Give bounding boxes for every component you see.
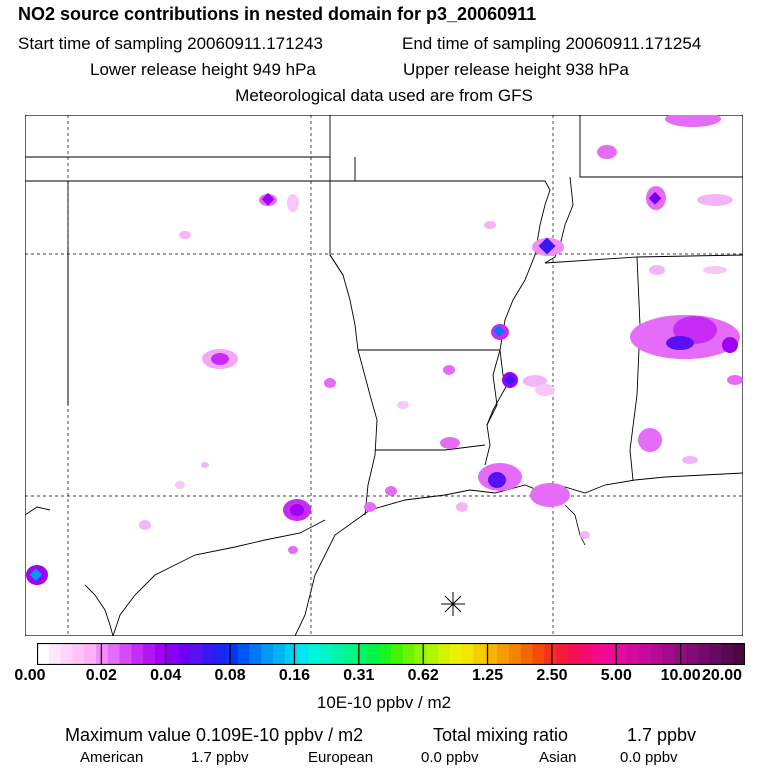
color-scale-tick-label: 0.02 bbox=[85, 667, 117, 684]
color-scale-swatch bbox=[414, 643, 427, 665]
color-scale-swatch bbox=[615, 643, 628, 665]
color-scale-swatch bbox=[556, 643, 569, 665]
color-scale-swatch bbox=[143, 643, 156, 665]
color-scale-units: 10E-10 ppbv / m2 bbox=[316, 693, 452, 712]
color-scale-swatch bbox=[461, 643, 474, 665]
color-scale-swatch bbox=[650, 643, 663, 665]
color-scale-swatch bbox=[60, 643, 73, 665]
color-scale-tick-label: 10.00 bbox=[660, 667, 701, 684]
color-scale-bar bbox=[37, 643, 745, 665]
color-scale-swatch bbox=[721, 643, 734, 665]
color-scale-frame bbox=[37, 643, 745, 665]
color-scale-tick-label: 0.04 bbox=[150, 667, 182, 684]
color-scale-swatch bbox=[214, 643, 227, 665]
european-label: European bbox=[308, 749, 374, 766]
color-scale-swatch bbox=[509, 643, 522, 665]
upper-release-label: Upper release height 938 hPa bbox=[403, 60, 629, 79]
color-scale-swatch bbox=[544, 643, 557, 665]
color-scale-swatch bbox=[237, 643, 250, 665]
color-scale-tick-label: 20.00 bbox=[701, 667, 743, 684]
color-scale-swatch bbox=[603, 643, 616, 665]
map-title: NO2 source contributions in nested domai… bbox=[18, 4, 537, 24]
american-label: American bbox=[80, 749, 144, 766]
color-scale-swatch bbox=[473, 643, 486, 665]
color-scale-swatch bbox=[638, 643, 651, 665]
color-scale-swatch bbox=[296, 643, 309, 665]
color-scale-swatch bbox=[591, 643, 604, 665]
color-scale-swatch bbox=[155, 643, 168, 665]
color-scale-swatch bbox=[355, 643, 368, 665]
color-scale-swatch bbox=[520, 643, 533, 665]
color-scale-swatch bbox=[96, 643, 109, 665]
color-scale-swatch bbox=[166, 643, 179, 665]
concentration-map bbox=[25, 115, 743, 636]
lower-release-label: Lower release height 949 hPa bbox=[90, 60, 316, 79]
color-scale-tick-label: 5.00 bbox=[600, 667, 632, 684]
color-scale-swatch bbox=[579, 643, 592, 665]
color-scale-swatch bbox=[284, 643, 297, 665]
color-scale-swatch bbox=[178, 643, 191, 665]
color-scale-swatch bbox=[273, 643, 286, 665]
color-scale-swatch bbox=[84, 643, 97, 665]
european-value: 0.0 ppbv bbox=[421, 749, 479, 766]
color-scale-swatch bbox=[308, 643, 321, 665]
met-data-label: Meteorological data used are from GFS bbox=[235, 86, 533, 105]
color-scale-tick-label: 1.25 bbox=[471, 667, 504, 684]
end-time-label: End time of sampling 20060911.171254 bbox=[402, 34, 702, 53]
color-scale-swatch bbox=[686, 643, 699, 665]
maximum-value-label: Maximum value 0.109E-10 ppbv / m2 bbox=[65, 725, 364, 745]
color-scale-swatch bbox=[391, 643, 404, 665]
color-scale-swatch bbox=[119, 643, 132, 665]
color-scale-swatch bbox=[379, 643, 392, 665]
color-scale-swatch bbox=[367, 643, 380, 665]
color-scale-swatch bbox=[697, 643, 710, 665]
color-scale-swatch bbox=[320, 643, 333, 665]
color-scale-swatch bbox=[426, 643, 439, 665]
color-scale-swatch bbox=[438, 643, 451, 665]
color-scale-swatch bbox=[131, 643, 144, 665]
american-value: 1.7 ppbv bbox=[191, 749, 249, 766]
color-scale-tick-label: 2.50 bbox=[536, 667, 568, 684]
color-scale-swatch bbox=[37, 643, 50, 665]
color-scale-swatch bbox=[343, 643, 356, 665]
color-scale-swatch bbox=[261, 643, 274, 665]
color-scale-swatch bbox=[48, 643, 61, 665]
color-scale-swatch bbox=[225, 643, 238, 665]
color-scale-swatch bbox=[662, 643, 675, 665]
color-scale-swatch bbox=[497, 643, 510, 665]
total-mixing-ratio-value: 1.7 ppbv bbox=[627, 725, 697, 745]
concentration-spots bbox=[26, 115, 743, 585]
color-scale-swatch bbox=[733, 643, 745, 665]
coastline bbox=[25, 472, 743, 636]
color-scale-swatch bbox=[249, 643, 262, 665]
asian-value: 0.0 ppbv bbox=[620, 749, 678, 766]
total-mixing-ratio-label: Total mixing ratio bbox=[433, 725, 569, 745]
color-scale-tick-label: 0.16 bbox=[278, 667, 311, 684]
map-frame bbox=[25, 115, 743, 636]
color-scale-swatch bbox=[709, 643, 722, 665]
state-borders bbox=[25, 115, 743, 516]
color-scale-swatch bbox=[332, 643, 345, 665]
color-scale-swatch bbox=[627, 643, 640, 665]
color-scale-swatch bbox=[532, 643, 545, 665]
color-scale-tick-label: 0.08 bbox=[214, 667, 246, 684]
color-scale-swatch bbox=[72, 643, 85, 665]
color-scale-swatch bbox=[485, 643, 498, 665]
color-scale-swatch bbox=[190, 643, 203, 665]
color-scale-swatch bbox=[202, 643, 215, 665]
color-scale-swatch bbox=[107, 643, 120, 665]
source-location-marker bbox=[441, 592, 465, 616]
asian-label: Asian bbox=[539, 749, 577, 766]
color-scale-tick-label: 0.00 bbox=[14, 667, 46, 684]
start-time-label: Start time of sampling 20060911.171243 bbox=[18, 34, 323, 53]
color-scale-swatch bbox=[402, 643, 415, 665]
color-scale-swatch bbox=[450, 643, 463, 665]
color-scale-tick-label: 0.62 bbox=[407, 667, 439, 684]
color-scale-tick-label: 0.31 bbox=[343, 667, 375, 684]
color-scale-swatch bbox=[568, 643, 581, 665]
lat-lon-grid bbox=[25, 115, 743, 636]
